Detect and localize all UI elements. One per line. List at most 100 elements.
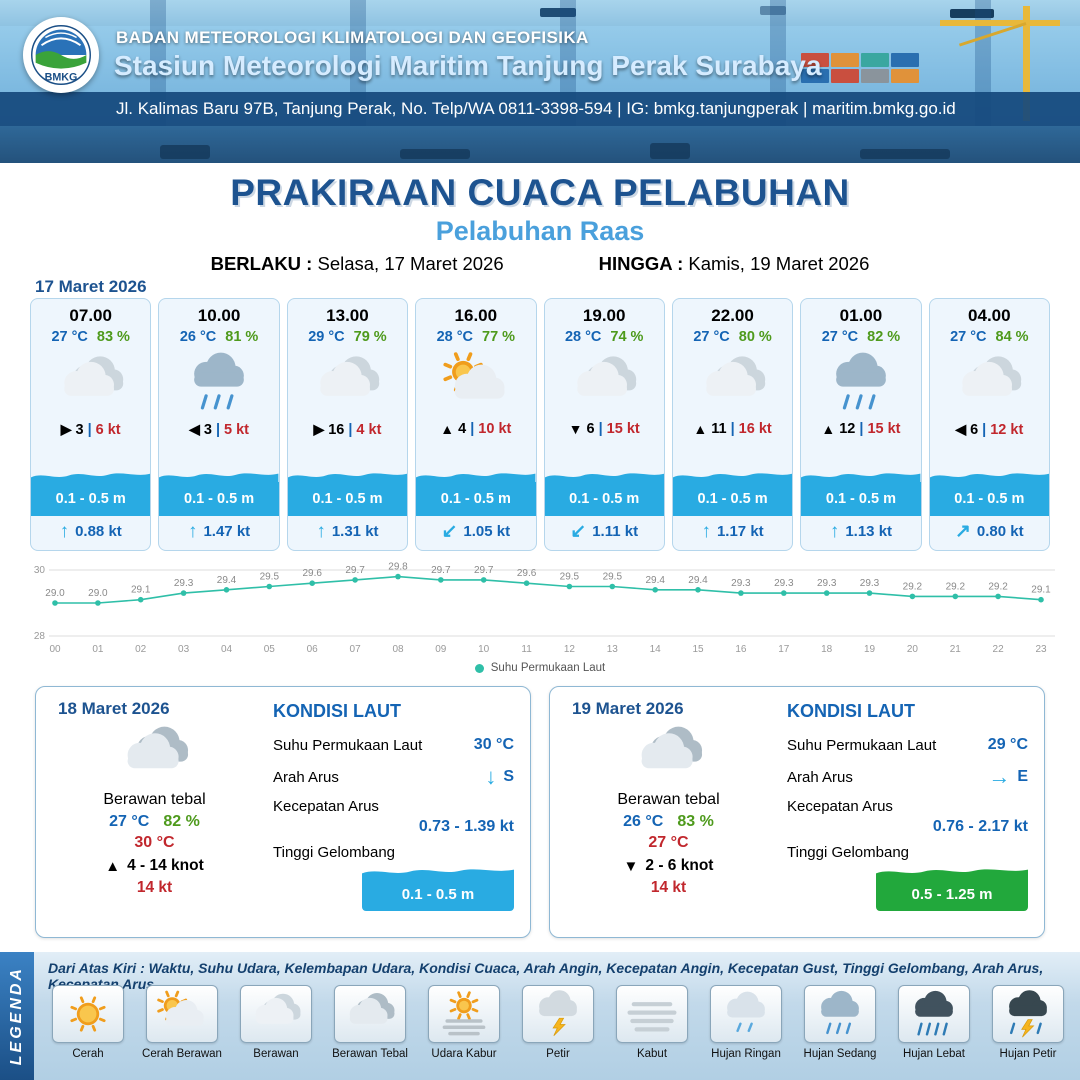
outlook-weather-column: 18 Maret 2026 Berawan tebal 27 °C 82 % 3… [52, 699, 257, 925]
humidity: 82 % [867, 329, 901, 345]
current-direction-icon: ↑ [316, 521, 326, 542]
outlook-weather-column: 19 Maret 2026 Berawan tebal 26 °C 83 % 2… [566, 699, 771, 925]
svg-text:29.6: 29.6 [517, 568, 537, 579]
separator: | [598, 421, 603, 437]
current-direction-icon: ↑ [59, 521, 70, 542]
chart-legend-label: Suhu Permukaan Laut [490, 662, 606, 674]
humidity: 82 % [163, 813, 200, 830]
wind-gust: 6 kt [95, 421, 121, 438]
air-temp: 28 °C [564, 329, 602, 345]
max-temp: 30 °C [134, 834, 175, 851]
svg-text:13: 13 [607, 644, 619, 655]
org-name: BADAN METEOROLOGI KLIMATOLOGI DAN GEOFIS… [116, 28, 589, 47]
wave-height-band: 0.1 - 0.5 m [544, 469, 664, 516]
sst-value: 30 °C [473, 736, 514, 753]
wind-gust: 16 kt [738, 421, 772, 437]
berawan-icon [687, 347, 779, 419]
svg-text:29.4: 29.4 [217, 575, 237, 586]
legend-item-udara-kabur: Udara Kabur [420, 985, 508, 1060]
legend-item-hujan-ringan: Hujan Ringan [702, 985, 790, 1060]
wave-height-box: 0.5 - 1.25 m [876, 865, 1028, 911]
svg-text:30: 30 [34, 565, 46, 576]
current-direction-row: Arah Arus → E [787, 766, 1028, 788]
current-speed: 0.80 kt [976, 523, 1024, 540]
legend-ribbon: LEGENDA [0, 952, 34, 1080]
petir-icon [522, 985, 594, 1043]
forecast-time: 10.00 [197, 306, 241, 325]
chart-legend: Suhu Permukaan Laut [0, 662, 1080, 674]
sea-condition-column: KONDISI LAUT Suhu Permukaan Laut 30 °C A… [257, 699, 514, 925]
boat-illustration [760, 6, 786, 15]
separator: | [87, 421, 92, 438]
kondisi-laut-heading: KONDISI LAUT [273, 701, 401, 721]
legend-item-kabut: Kabut [608, 985, 696, 1060]
current-direction-icon: ↙ [441, 521, 458, 542]
current-speed-row: Kecepatan Arus 0.73 - 1.39 kt [273, 798, 514, 836]
current-speed: 1.11 kt [592, 523, 639, 540]
berawan-tebal-icon [105, 721, 205, 789]
svg-text:29.5: 29.5 [560, 572, 580, 583]
berawan-tebal-icon [334, 985, 406, 1043]
wind-gust: 12 kt [990, 421, 1024, 438]
hingga-value: Kamis, 19 Maret 2026 [688, 253, 870, 274]
legend-item-hujan-lebat: Hujan Lebat [890, 985, 978, 1060]
berawan-icon [301, 347, 393, 419]
current-direction-icon: ↓ [485, 764, 497, 789]
sst-value: 29 °C [987, 736, 1028, 753]
wave-height-band: 0.1 - 0.5 m [31, 469, 151, 516]
berawan-icon [240, 985, 312, 1043]
svg-text:29.5: 29.5 [603, 572, 623, 583]
forecast-time: 19.00 [582, 306, 626, 325]
svg-text:15: 15 [692, 644, 704, 655]
separator: | [859, 421, 864, 437]
legend-item-hujan-petir: Hujan Petir [984, 985, 1072, 1060]
wave-height-band: 0.1 - 0.5 m [672, 469, 793, 516]
legend-item-label: Cerah Berawan [142, 1048, 222, 1060]
wind-speed: 11 [711, 421, 727, 437]
wave-height-band: 0.1 - 0.5 m [801, 469, 921, 516]
kabut-icon [616, 985, 688, 1043]
legend-item-berawan-tebal: Berawan Tebal [326, 985, 414, 1060]
humidity: 77 % [482, 329, 516, 345]
wave-height-value: 0.1 - 0.5 m [544, 482, 664, 516]
svg-text:20: 20 [907, 644, 919, 655]
wind-gust: 15 kt [867, 421, 901, 437]
svg-text:29.5: 29.5 [260, 572, 280, 583]
forecast-cards-row: 07.00 27 °C 83 % ▶ 3 | 6 kt 0.1 - 0.5 m ↑ 0.88 kt… [30, 298, 1050, 551]
svg-text:29.2: 29.2 [988, 581, 1008, 592]
hujan-petir-icon [992, 985, 1064, 1043]
legend-title: LEGENDA [8, 966, 25, 1066]
hujan-sedang-icon [804, 985, 876, 1043]
sst-chart: 30 28 29.0 00 29.0 01 29.1 02 29.3 03 29.4 04 29.5 05… [34, 562, 1055, 655]
humidity: 83 % [96, 329, 130, 345]
wind-direction-icon: ▼ [623, 857, 639, 875]
wave-height-band: 0.1 - 0.5 m [287, 469, 408, 516]
current-speed: 1.17 kt [716, 523, 764, 540]
hujan-sedang-icon [173, 347, 265, 419]
bmkg-logo-text: BMKG [45, 71, 78, 83]
wind-direction-icon: ▶ [313, 421, 325, 437]
legend-item-cerah: Cerah [44, 985, 132, 1060]
current-direction-icon: → [988, 764, 1011, 789]
svg-text:29.4: 29.4 [688, 575, 708, 586]
forecast-time: 04.00 [968, 306, 1011, 325]
svg-text:29.8: 29.8 [388, 562, 408, 573]
legend-item-label: Hujan Sedang [803, 1048, 877, 1060]
svg-text:12: 12 [564, 644, 576, 655]
outlook-cards: 18 Maret 2026 Berawan tebal 27 °C 82 % 3… [35, 686, 1045, 938]
wave-height-band: 0.1 - 0.5 m [929, 469, 1049, 516]
legend-item-hujan-sedang: Hujan Sedang [796, 985, 884, 1060]
current-speed-value: 0.73 - 1.39 kt [418, 818, 514, 835]
legend-item-cerah-berawan: Cerah Berawan [138, 985, 226, 1060]
wave-height-value: 0.5 - 1.25 m [876, 878, 1028, 911]
forecast-card-16.00: 16.00 28 °C 77 % ▲ 4 | 10 kt 0.1 - 0.5 m ↙ 1.05 k… [415, 298, 537, 551]
svg-text:28: 28 [34, 631, 46, 642]
humidity: 81 % [225, 329, 259, 345]
boat-illustration [540, 8, 576, 17]
forecast-time: 01.00 [839, 306, 883, 325]
svg-text:14: 14 [650, 644, 662, 655]
wind-gust: 10 kt [478, 421, 512, 437]
current-direction-icon: ↑ [701, 521, 711, 542]
current-speed: 1.31 kt [331, 523, 379, 540]
